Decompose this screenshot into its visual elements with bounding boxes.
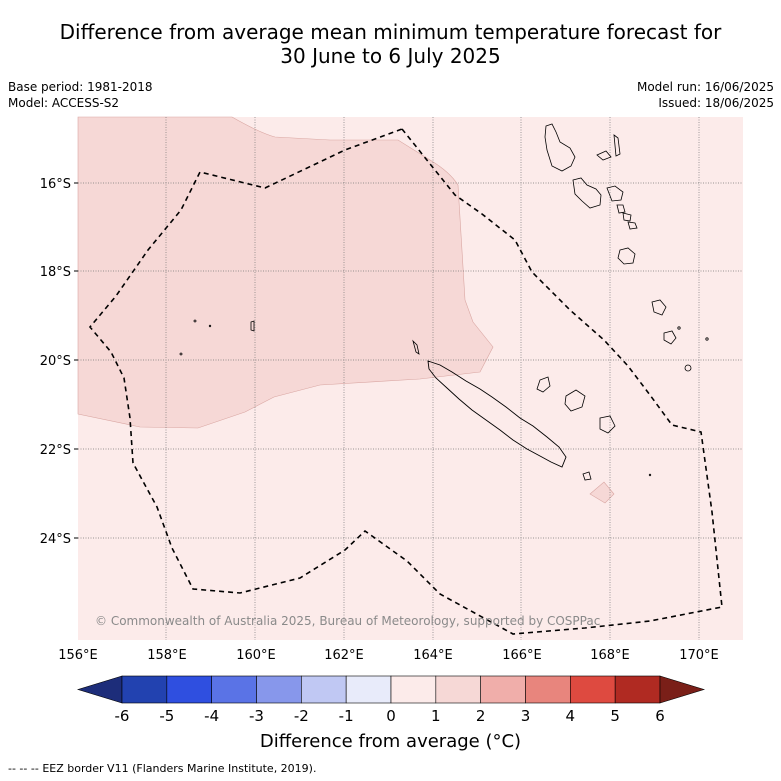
- eez-border: [88, 128, 723, 635]
- axis-ticks: [74, 182, 78, 539]
- lon-label-164e: 164°E: [413, 648, 453, 663]
- colorbar-segment: [121, 675, 168, 704]
- gridlines: [78, 117, 743, 640]
- colorbar-tick-label: -1: [339, 707, 354, 725]
- colorbar-segment: [525, 675, 571, 704]
- colorbar-segment: [570, 675, 616, 704]
- colorbar-arrow-right: [659, 675, 706, 704]
- colorbar-segment: [390, 675, 437, 704]
- lon-label-168e: 168°E: [590, 648, 630, 663]
- lon-label-158e: 158°E: [147, 648, 187, 663]
- colorbar-tick-label: 2: [476, 707, 486, 725]
- colorbar-segment: [166, 675, 212, 704]
- anomaly-patch-west: [77, 116, 494, 429]
- anomaly-patch-small: [589, 481, 615, 504]
- lifou-island: [564, 389, 586, 412]
- colorbar-tick-label: -3: [249, 707, 264, 725]
- meta-left: Base period: 1981-2018 Model: ACCESS-S2: [8, 79, 153, 111]
- colorbar-segment: [256, 675, 302, 704]
- colorbar-segment: [435, 675, 481, 704]
- colorbar-segment: [614, 675, 661, 704]
- colorbar-tick-label: -4: [204, 707, 219, 725]
- lon-label-170e: 170°E: [679, 648, 719, 663]
- base-period-text: Base period: 1981-2018: [8, 80, 153, 94]
- lon-label-156e: 156°E: [58, 648, 98, 663]
- small-islands: [179, 319, 652, 477]
- colorbar-segment: [301, 675, 347, 704]
- lat-label-18s: 18°S: [40, 265, 71, 280]
- belep-islands: [412, 339, 420, 355]
- lon-label-162e: 162°E: [324, 648, 364, 663]
- lon-label-160e: 160°E: [236, 648, 276, 663]
- colorbar-segment: [345, 675, 392, 704]
- lon-label-166e: 166°E: [502, 648, 542, 663]
- vanuatu-islands: [544, 123, 709, 372]
- colorbar-segment: [480, 675, 526, 704]
- colorbar-tick-label: 0: [386, 707, 396, 725]
- model-text: Model: ACCESS-S2: [8, 96, 120, 110]
- colorbar: -6 -5 -4 -3 -2 -1 0 1 2 3 4 5 6: [76, 675, 706, 725]
- colorbar-tick-label: 4: [566, 707, 576, 725]
- new-caledonia-island: [427, 360, 567, 468]
- colorbar-tick-label: 1: [431, 707, 441, 725]
- lat-label-24s: 24°S: [40, 532, 71, 547]
- isle-of-pines: [582, 471, 592, 481]
- lat-label-20s: 20°S: [40, 354, 71, 369]
- colorbar-tick-label: 6: [655, 707, 665, 725]
- colorbar-tick-label: -2: [294, 707, 309, 725]
- eez-legend-symbol: -- -- --: [8, 762, 39, 775]
- meta-right: Model run: 16/06/2025 Issued: 18/06/2025: [637, 79, 774, 111]
- eez-legend-text: EEZ border V11 (Flanders Marine Institut…: [42, 762, 317, 775]
- issued-text: Issued: 18/06/2025: [658, 96, 774, 110]
- lat-label-16s: 16°S: [40, 177, 71, 192]
- colorbar-tick-label: 3: [521, 707, 531, 725]
- colorbar-tick-label: -6: [115, 707, 130, 725]
- chart-title-line1: Difference from average mean minimum tem…: [59, 20, 722, 44]
- mare-island: [599, 415, 616, 434]
- colorbar-tick-label: -5: [159, 707, 174, 725]
- colorbar-tick-label: 5: [610, 707, 620, 725]
- colorbar-segment: [211, 675, 257, 704]
- lat-label-22s: 22°S: [40, 443, 71, 458]
- model-run-text: Model run: 16/06/2025: [636, 80, 774, 94]
- chart-title-line2: 30 June to 6 July 2025: [280, 44, 501, 68]
- footer: -- -- -- EEZ border V11 (Flanders Marine…: [8, 762, 316, 775]
- colorbar-arrow-left: [76, 675, 123, 704]
- copyright-text: © Commonwealth of Australia 2025, Bureau…: [95, 614, 601, 628]
- colorbar-label: Difference from average (°C): [259, 731, 522, 752]
- ouvea-island: [536, 376, 551, 393]
